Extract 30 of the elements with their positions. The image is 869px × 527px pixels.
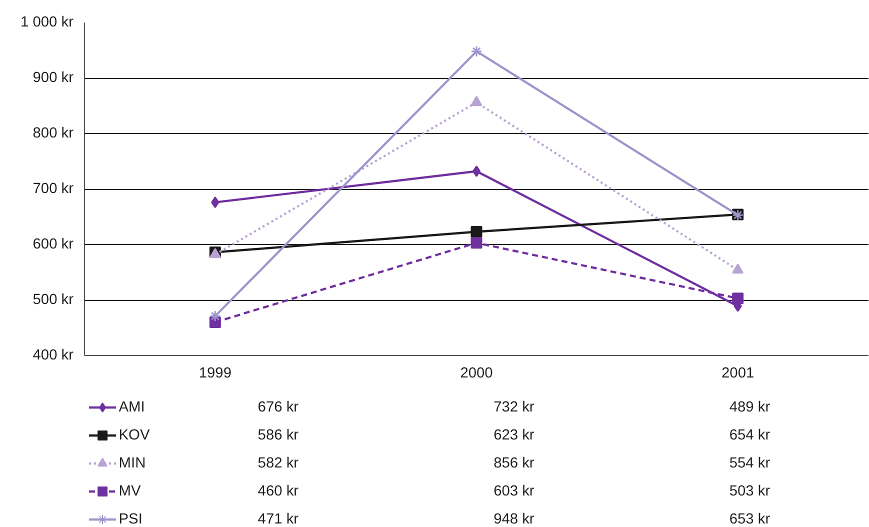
data-label: 471 kr bbox=[258, 512, 299, 527]
data-label: 676 kr bbox=[258, 400, 299, 416]
legend-label: PSI bbox=[118, 512, 142, 527]
y-tick-label: 1 000 kr bbox=[20, 14, 74, 30]
data-label: 653 kr bbox=[729, 512, 770, 527]
x-tick-label: 2000 bbox=[460, 366, 493, 382]
y-tick-label: 500 kr bbox=[32, 292, 74, 308]
data-label: 732 kr bbox=[494, 400, 534, 416]
legend-label: AMI bbox=[118, 400, 145, 416]
data-label: 489 kr bbox=[729, 400, 770, 416]
x-tick-label: 1999 bbox=[198, 366, 232, 382]
y-tick-label: 800 kr bbox=[32, 126, 74, 142]
data-label: 554 kr bbox=[729, 456, 770, 472]
legend-label: KOV bbox=[118, 428, 150, 444]
data-label: 503 kr bbox=[729, 484, 770, 500]
data-label: 460 kr bbox=[258, 484, 299, 500]
y-tick-label: 700 kr bbox=[32, 181, 74, 197]
data-label: 948 kr bbox=[494, 512, 534, 527]
data-label: 654 kr bbox=[729, 428, 770, 444]
legend-label: MIN bbox=[118, 456, 146, 472]
y-tick-label: 400 kr bbox=[32, 348, 74, 364]
data-label: 856 kr bbox=[494, 456, 534, 472]
data-label: 603 kr bbox=[494, 484, 534, 500]
y-tick-label: 600 kr bbox=[32, 236, 74, 252]
legend-label: MV bbox=[118, 484, 141, 500]
data-label: 623 kr bbox=[494, 428, 534, 444]
data-label: 586 kr bbox=[258, 428, 299, 444]
x-tick-label: 2001 bbox=[722, 366, 754, 382]
data-label: 582 kr bbox=[258, 456, 299, 472]
y-tick-label: 900 kr bbox=[32, 70, 74, 86]
